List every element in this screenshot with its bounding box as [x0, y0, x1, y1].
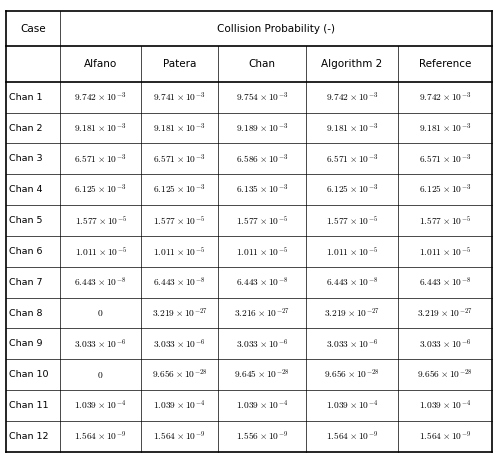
Text: $9.181 \times 10^{-3}$: $9.181 \times 10^{-3}$: [74, 121, 126, 135]
Text: Alfano: Alfano: [84, 59, 117, 69]
Text: $\mathbf{0}$: $\mathbf{0}$: [97, 308, 104, 318]
Text: $6.125 \times 10^{-3}$: $6.125 \times 10^{-3}$: [153, 183, 206, 197]
Text: Patera: Patera: [163, 59, 196, 69]
Text: $9.656 \times 10^{-28}$: $9.656 \times 10^{-28}$: [417, 368, 473, 381]
Text: $1.5\mathbf{56} \times 10^{-9}$: $1.5\mathbf{56} \times 10^{-9}$: [236, 429, 288, 443]
Text: $9.742 \times 10^{-3}$: $9.742 \times 10^{-3}$: [326, 90, 378, 104]
Text: $\mathbf{0}$: $\mathbf{0}$: [97, 370, 104, 380]
Text: $1.564 \times 10^{-9}$: $1.564 \times 10^{-9}$: [153, 429, 206, 443]
Text: $6.135 \times 10^{-3}$: $6.135 \times 10^{-3}$: [236, 183, 288, 197]
Text: $9.656 \times 10^{-28}$: $9.656 \times 10^{-28}$: [152, 368, 207, 381]
Text: $1.039 \times 10^{-4}$: $1.039 \times 10^{-4}$: [236, 399, 288, 412]
Text: $6.571 \times 10^{-3}$: $6.571 \times 10^{-3}$: [74, 152, 126, 166]
Text: $3.033 \times 10^{-6}$: $3.033 \times 10^{-6}$: [419, 337, 471, 350]
Text: $6.443 \times 10^{-8}$: $6.443 \times 10^{-8}$: [236, 276, 288, 289]
Text: $3.219 \times 10^{-27}$: $3.219 \times 10^{-27}$: [324, 306, 380, 320]
Text: $6.571 \times 10^{-3}$: $6.571 \times 10^{-3}$: [153, 152, 206, 166]
Text: $6.125 \times 10^{-3}$: $6.125 \times 10^{-3}$: [419, 183, 471, 197]
Text: $3.033 \times 10^{-6}$: $3.033 \times 10^{-6}$: [326, 337, 378, 350]
Text: $3.219 \times 10^{-27}$: $3.219 \times 10^{-27}$: [417, 306, 473, 320]
Text: Collision Probability (-): Collision Probability (-): [217, 24, 335, 34]
Text: Reference: Reference: [419, 59, 471, 69]
Text: $9.6\mathbf{45} \times 10^{-28}$: $9.6\mathbf{45} \times 10^{-28}$: [235, 368, 290, 381]
Text: $6.443 \times 10^{-8}$: $6.443 \times 10^{-8}$: [419, 276, 471, 289]
Text: Chan 11: Chan 11: [9, 401, 48, 410]
Text: Chan 4: Chan 4: [9, 185, 42, 194]
Text: $1.039 \times 10^{-4}$: $1.039 \times 10^{-4}$: [419, 399, 471, 412]
Text: Chan 12: Chan 12: [9, 432, 48, 441]
Text: Chan 10: Chan 10: [9, 370, 48, 379]
Text: $1.011 \times 10^{-5}$: $1.011 \times 10^{-5}$: [419, 245, 471, 258]
Text: $1.564 \times 10^{-9}$: $1.564 \times 10^{-9}$: [74, 429, 126, 443]
Text: $9.656 \times 10^{-28}$: $9.656 \times 10^{-28}$: [324, 368, 380, 381]
Text: Algorithm 2: Algorithm 2: [321, 59, 382, 69]
Text: $6.443 \times 10^{-8}$: $6.443 \times 10^{-8}$: [153, 276, 206, 289]
Text: $9.7\mathbf{54} \times 10^{-3}$: $9.7\mathbf{54} \times 10^{-3}$: [236, 90, 288, 104]
Text: $6.125 \times 10^{-3}$: $6.125 \times 10^{-3}$: [326, 183, 378, 197]
Text: $3.033 \times 10^{-6}$: $3.033 \times 10^{-6}$: [75, 337, 126, 350]
Text: $1.577 \times 10^{-5}$: $1.577 \times 10^{-5}$: [75, 214, 126, 227]
Text: $1.564 \times 10^{-9}$: $1.564 \times 10^{-9}$: [419, 429, 471, 443]
Text: Chan 7: Chan 7: [9, 278, 42, 286]
Text: Case: Case: [20, 24, 46, 34]
Text: Chan 9: Chan 9: [9, 339, 42, 348]
Text: $6.571 \times 10^{-3}$: $6.571 \times 10^{-3}$: [419, 152, 471, 166]
Text: $9.181 \times 10^{-3}$: $9.181 \times 10^{-3}$: [153, 121, 206, 135]
Text: Chan 3: Chan 3: [9, 154, 43, 163]
Text: $1.577 \times 10^{-5}$: $1.577 \times 10^{-5}$: [419, 214, 471, 227]
Text: $9.181 \times 10^{-3}$: $9.181 \times 10^{-3}$: [326, 121, 378, 135]
Text: $9.74\mathbf{1} \times 10^{-3}$: $9.74\mathbf{1} \times 10^{-3}$: [153, 90, 206, 104]
Text: $1.011 \times 10^{-5}$: $1.011 \times 10^{-5}$: [153, 245, 206, 258]
Text: $9.18\mathbf{9} \times 10^{-3}$: $9.18\mathbf{9} \times 10^{-3}$: [236, 121, 288, 135]
Text: Chan: Chan: [249, 59, 275, 69]
Text: $1.577 \times 10^{-5}$: $1.577 \times 10^{-5}$: [236, 214, 288, 227]
Text: $3.21\mathbf{6} \times 10^{-27}$: $3.21\mathbf{6} \times 10^{-27}$: [235, 306, 290, 320]
Text: $1.577 \times 10^{-5}$: $1.577 \times 10^{-5}$: [326, 214, 378, 227]
Text: $6.5\mathbf{86} \times 10^{-3}$: $6.5\mathbf{86} \times 10^{-3}$: [236, 152, 288, 166]
Text: Chan 6: Chan 6: [9, 247, 42, 256]
Text: $1.039 \times 10^{-4}$: $1.039 \times 10^{-4}$: [74, 399, 126, 412]
Text: $3.219 \times 10^{-27}$: $3.219 \times 10^{-27}$: [152, 306, 207, 320]
Text: $1.011 \times 10^{-5}$: $1.011 \times 10^{-5}$: [326, 245, 378, 258]
Text: $6.443 \times 10^{-8}$: $6.443 \times 10^{-8}$: [326, 276, 378, 289]
Text: $6.125 \times 10^{-3}$: $6.125 \times 10^{-3}$: [74, 183, 126, 197]
Text: $9.742 \times 10^{-3}$: $9.742 \times 10^{-3}$: [419, 90, 471, 104]
Text: $1.011 \times 10^{-5}$: $1.011 \times 10^{-5}$: [236, 245, 288, 258]
Text: $1.577 \times 10^{-5}$: $1.577 \times 10^{-5}$: [153, 214, 206, 227]
Text: $9.181 \times 10^{-3}$: $9.181 \times 10^{-3}$: [419, 121, 471, 135]
Text: Chan 8: Chan 8: [9, 309, 42, 317]
Text: Chan 2: Chan 2: [9, 123, 42, 133]
Text: $1.039 \times 10^{-4}$: $1.039 \times 10^{-4}$: [326, 399, 378, 412]
Text: Chan 1: Chan 1: [9, 93, 42, 102]
Text: $3.033 \times 10^{-6}$: $3.033 \times 10^{-6}$: [153, 337, 206, 350]
Text: $9.742 \times 10^{-3}$: $9.742 \times 10^{-3}$: [74, 90, 126, 104]
Text: $1.011 \times 10^{-5}$: $1.011 \times 10^{-5}$: [75, 245, 126, 258]
Text: $6.443 \times 10^{-8}$: $6.443 \times 10^{-8}$: [74, 276, 126, 289]
Text: Chan 5: Chan 5: [9, 216, 42, 225]
Text: $3.033 \times 10^{-6}$: $3.033 \times 10^{-6}$: [236, 337, 288, 350]
Text: $1.564 \times 10^{-9}$: $1.564 \times 10^{-9}$: [326, 429, 378, 443]
Text: $6.571 \times 10^{-3}$: $6.571 \times 10^{-3}$: [326, 152, 378, 166]
Text: $1.039 \times 10^{-4}$: $1.039 \times 10^{-4}$: [153, 399, 206, 412]
